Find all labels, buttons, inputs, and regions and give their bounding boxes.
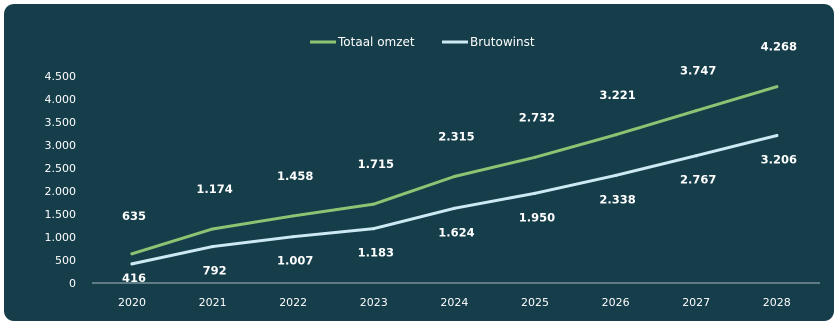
data-point <box>533 155 537 159</box>
y-tick-label: 3.500 <box>45 116 77 129</box>
chart-panel <box>4 4 834 321</box>
x-tick-label: 2023 <box>360 296 388 309</box>
data-point <box>452 206 456 210</box>
data-label-brutowinst: 3.206 <box>761 153 797 167</box>
x-tick-label: 2028 <box>763 296 791 309</box>
data-label-totaal-omzet: 3.221 <box>599 88 635 102</box>
data-point <box>775 133 779 138</box>
data-label-totaal-omzet: 1.174 <box>196 182 232 196</box>
y-tick-label: 4.000 <box>45 93 77 106</box>
y-tick-label: 4.500 <box>45 70 77 83</box>
x-tick-label: 2027 <box>682 296 710 309</box>
x-tick-label: 2021 <box>199 296 227 309</box>
x-tick-label: 2022 <box>279 296 307 309</box>
data-label-brutowinst: 416 <box>122 271 146 285</box>
data-label-brutowinst: 2.338 <box>599 192 635 206</box>
data-point <box>291 214 295 218</box>
data-label-totaal-omzet: 3.747 <box>680 64 716 78</box>
y-tick-label: 1.500 <box>45 208 77 221</box>
x-tick-label: 2026 <box>602 296 630 309</box>
y-tick-label: 500 <box>55 254 76 267</box>
data-label-brutowinst: 2.767 <box>680 173 716 187</box>
data-label-totaal-omzet: 2.732 <box>519 110 555 124</box>
data-point <box>291 235 295 239</box>
legend-label-brutowinst: Brutowinst <box>470 35 535 49</box>
data-point <box>694 154 698 158</box>
legend-label-totaal-omzet: Totaal omzet <box>337 35 415 49</box>
data-point <box>372 226 376 231</box>
y-tick-label: 2.500 <box>45 162 77 175</box>
data-label-brutowinst: 1.183 <box>358 246 394 260</box>
x-tick-label: 2024 <box>440 296 468 309</box>
y-tick-label: 3.000 <box>45 139 77 152</box>
data-label-totaal-omzet: 1.458 <box>277 169 313 183</box>
data-label-totaal-omzet: 1.715 <box>358 157 394 171</box>
data-point <box>452 174 456 179</box>
data-point <box>614 133 618 137</box>
data-point <box>694 109 698 113</box>
data-label-totaal-omzet: 4.268 <box>761 40 797 54</box>
data-point <box>775 85 779 89</box>
data-point <box>614 173 618 178</box>
data-point <box>372 202 376 206</box>
data-point <box>130 262 134 266</box>
data-point <box>533 191 537 195</box>
data-label-totaal-omzet: 2.315 <box>438 130 474 144</box>
y-tick-label: 2.000 <box>45 185 77 198</box>
data-label-brutowinst: 1.950 <box>519 210 555 224</box>
data-label-brutowinst: 792 <box>203 264 227 278</box>
y-tick-label: 1.000 <box>45 231 77 244</box>
data-label-totaal-omzet: 635 <box>122 209 146 223</box>
data-point <box>211 244 215 249</box>
data-label-brutowinst: 1.007 <box>277 254 313 268</box>
data-point <box>130 252 134 256</box>
x-tick-label: 2025 <box>521 296 549 309</box>
data-label-brutowinst: 1.624 <box>438 225 474 239</box>
data-point <box>211 227 215 231</box>
series-line-brutowinst <box>131 134 778 266</box>
y-tick-label: 0 <box>69 277 76 290</box>
x-tick-label: 2020 <box>118 296 146 309</box>
